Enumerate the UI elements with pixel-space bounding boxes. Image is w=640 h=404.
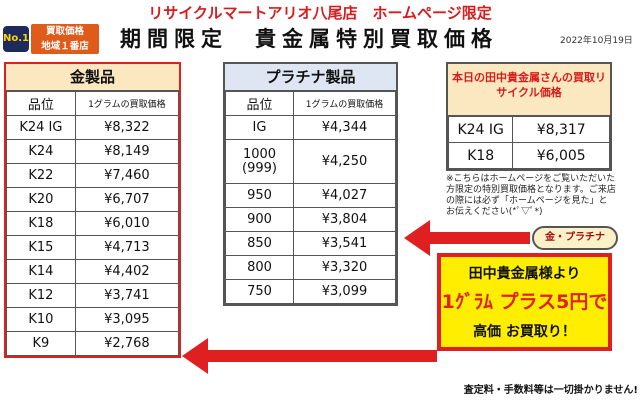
gold-row: K18 ¥6,010 bbox=[6, 211, 180, 236]
gold-purity: K24 IG bbox=[6, 115, 76, 140]
gold-price: ¥7,460 bbox=[74, 163, 180, 188]
no1-badge: No.1 買取価格 地域１番店 bbox=[3, 22, 99, 56]
gold-purity: K15 bbox=[6, 235, 76, 260]
gold-purity: K22 bbox=[6, 163, 76, 188]
gold-table-title: 金製品 bbox=[6, 64, 179, 91]
gold-purity: K10 bbox=[6, 307, 76, 332]
tanaka-purity: K24 IG bbox=[447, 116, 514, 143]
platinum-price-table: プラチナ製品 品位 1グラムの買取価格 IG ¥4,344 1000 (999) ¥4… bbox=[223, 62, 398, 306]
platinum-price: ¥3,099 bbox=[293, 279, 396, 304]
gold-purity: K9 bbox=[6, 331, 76, 356]
gold-price: ¥3,095 bbox=[74, 307, 180, 332]
gold-price: ¥6,707 bbox=[74, 187, 180, 212]
gold-price-table: 金製品 品位 1グラムの買取価格 K24 IG ¥8,322 K24 ¥8,149 K2… bbox=[4, 62, 181, 358]
platinum-price: ¥3,320 bbox=[293, 255, 396, 280]
gold-col-purity: 品位 bbox=[6, 91, 76, 116]
platinum-row: 950 ¥4,027 bbox=[225, 183, 396, 208]
platinum-price: ¥3,804 bbox=[293, 207, 396, 232]
platinum-row: 850 ¥3,541 bbox=[225, 231, 396, 256]
promo-line1: 田中貴金属様より bbox=[468, 266, 581, 282]
gold-row: K15 ¥4,713 bbox=[6, 235, 180, 260]
promo-line3: 高価 お買取り！ bbox=[473, 324, 576, 340]
platinum-col-purity: 品位 bbox=[225, 91, 294, 116]
gold-purity: K24 bbox=[6, 139, 76, 164]
tanaka-purity: K18 bbox=[447, 142, 514, 169]
platinum-col-price: 1グラムの買取価格 bbox=[293, 91, 396, 116]
gold-row: K12 ¥3,741 bbox=[6, 283, 180, 308]
platinum-row: 750 ¥3,099 bbox=[225, 279, 396, 304]
gold-price: ¥8,322 bbox=[74, 115, 180, 140]
no1-mark: No.1 bbox=[3, 26, 29, 52]
gold-purity: K20 bbox=[6, 187, 76, 212]
gold-row: K22 ¥7,460 bbox=[6, 163, 180, 188]
gold-row: K9 ¥2,768 bbox=[6, 331, 180, 356]
tanaka-price: ¥6,005 bbox=[512, 142, 610, 169]
platinum-price: ¥4,027 bbox=[293, 183, 396, 208]
platinum-row: 900 ¥3,804 bbox=[225, 207, 396, 232]
gold-row: K24 IG ¥8,322 bbox=[6, 115, 180, 140]
gold-row: K10 ¥3,095 bbox=[6, 307, 180, 332]
promo-box: 田中貴金属様より 1ｸﾞﾗﾑ プラス5円で 高価 お買取り！ bbox=[437, 253, 612, 351]
gold-purity: K12 bbox=[6, 283, 76, 308]
notice-text: ※こちらはホームページをご覧いただいた方限定の特別買取価格となります。ご来店の際… bbox=[446, 174, 616, 217]
metal-type-pill: 金・プラチナ bbox=[532, 226, 618, 250]
platinum-row: 800 ¥3,320 bbox=[225, 255, 396, 280]
footer-note: 査定料・手数料等は一切掛かりません! bbox=[463, 385, 638, 396]
gold-purity: K18 bbox=[6, 211, 76, 236]
gold-price: ¥6,010 bbox=[74, 211, 180, 236]
platinum-price: ¥3,541 bbox=[293, 231, 396, 256]
date-label: 2022年10月19日 bbox=[560, 36, 633, 46]
gold-price: ¥2,768 bbox=[74, 331, 180, 356]
arrow-to-platinum bbox=[404, 220, 530, 256]
gold-row: K20 ¥6,707 bbox=[6, 187, 180, 212]
platinum-purity: 800 bbox=[225, 255, 294, 280]
badge-line1: 買取価格 bbox=[45, 26, 84, 37]
tanaka-row: K18 ¥6,005 bbox=[447, 142, 610, 169]
page-title: 期間限定 貴金属特別買取価格 bbox=[120, 27, 498, 51]
platinum-price: ¥4,250 bbox=[293, 139, 396, 184]
badge-line2: 地域１番店 bbox=[41, 41, 89, 52]
gold-price: ¥3,741 bbox=[74, 283, 180, 308]
platinum-price: ¥4,344 bbox=[293, 115, 396, 140]
platinum-row: 1000 (999) ¥4,250 bbox=[225, 139, 396, 184]
platinum-purity: 750 bbox=[225, 279, 294, 304]
platinum-purity: 950 bbox=[225, 183, 294, 208]
platinum-table-title: プラチナ製品 bbox=[225, 64, 396, 91]
tanaka-price-box: 本日の田中貴金属さんの買取リサイクル価格 K24 IG ¥8,317 K18 ¥6,0… bbox=[446, 62, 612, 171]
store-title: リサイクルマートアリオ八尾店 ホームページ限定 bbox=[148, 4, 492, 22]
arrow-to-gold bbox=[182, 338, 437, 374]
tanaka-price-title: 本日の田中貴金属さんの買取リサイクル価格 bbox=[448, 64, 610, 116]
promo-line2: 1ｸﾞﾗﾑ プラス5円で bbox=[441, 291, 608, 313]
badge-text: 買取価格 地域１番店 bbox=[31, 24, 99, 54]
platinum-purity: 1000 (999) bbox=[225, 139, 294, 184]
gold-col-price: 1グラムの買取価格 bbox=[74, 91, 180, 116]
